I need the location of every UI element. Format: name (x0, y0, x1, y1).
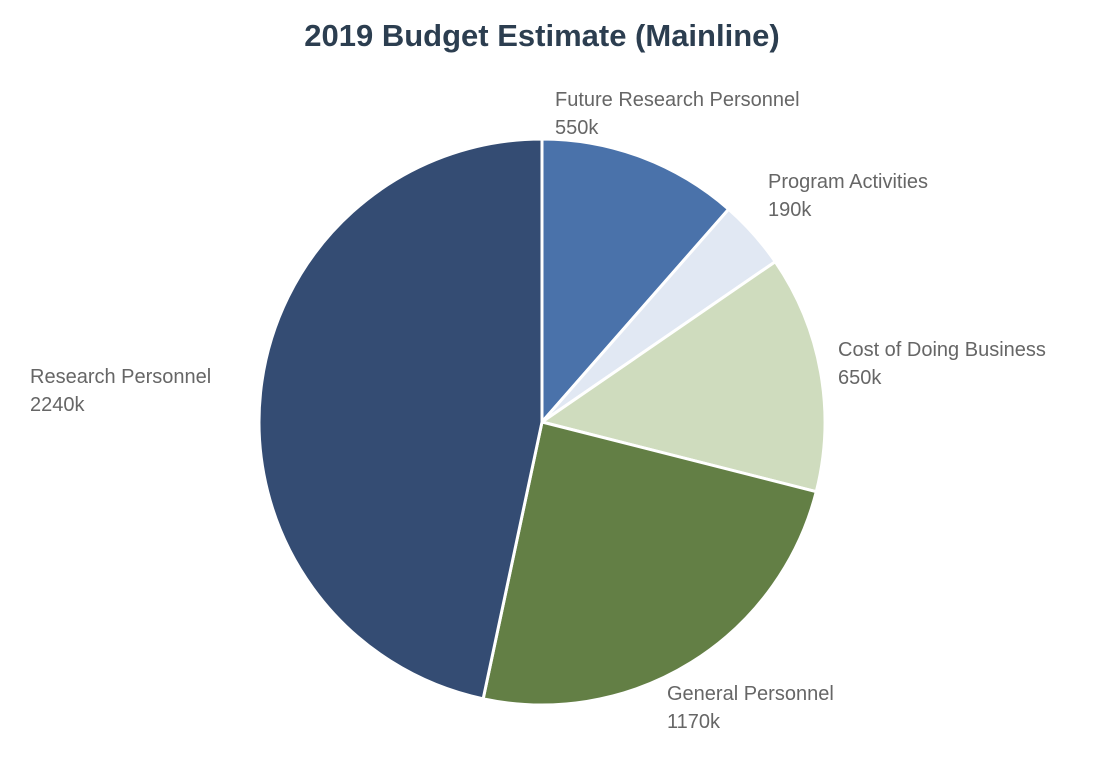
slice-value: 550k (555, 117, 599, 139)
chart-title: 2019 Budget Estimate (Mainline) (304, 18, 780, 53)
pie-slice-research-personnel[interactable] (257, 137, 544, 701)
pie-slice-cost-of-doing-business[interactable] (540, 260, 827, 494)
slice-value: 2240k (30, 394, 85, 416)
slice-value: 1170k (667, 711, 721, 733)
label-cost-of-doing-business: Cost of Doing Business 650k (838, 336, 1046, 392)
slice-value: 190k (768, 199, 812, 221)
slice-label: Future Research Personnel (555, 89, 800, 111)
slice-label: Research Personnel (30, 366, 212, 388)
pie-slice-general-personnel[interactable] (481, 420, 818, 707)
slice-label: Cost of Doing Business (838, 339, 1046, 361)
label-research-personnel: Research Personnel 2240k (30, 363, 211, 419)
slice-value: 650k (838, 367, 882, 389)
slice-label: General Personnel (667, 683, 834, 705)
label-future-research-personnel: Future Research Personnel 550k (555, 86, 800, 142)
pie-slice-future-research-personnel[interactable] (540, 137, 731, 424)
label-program-activities: Program Activities 190k (768, 168, 928, 224)
label-general-personnel: General Personnel 1170k (667, 680, 834, 736)
slice-label: Program Activities (768, 171, 929, 193)
